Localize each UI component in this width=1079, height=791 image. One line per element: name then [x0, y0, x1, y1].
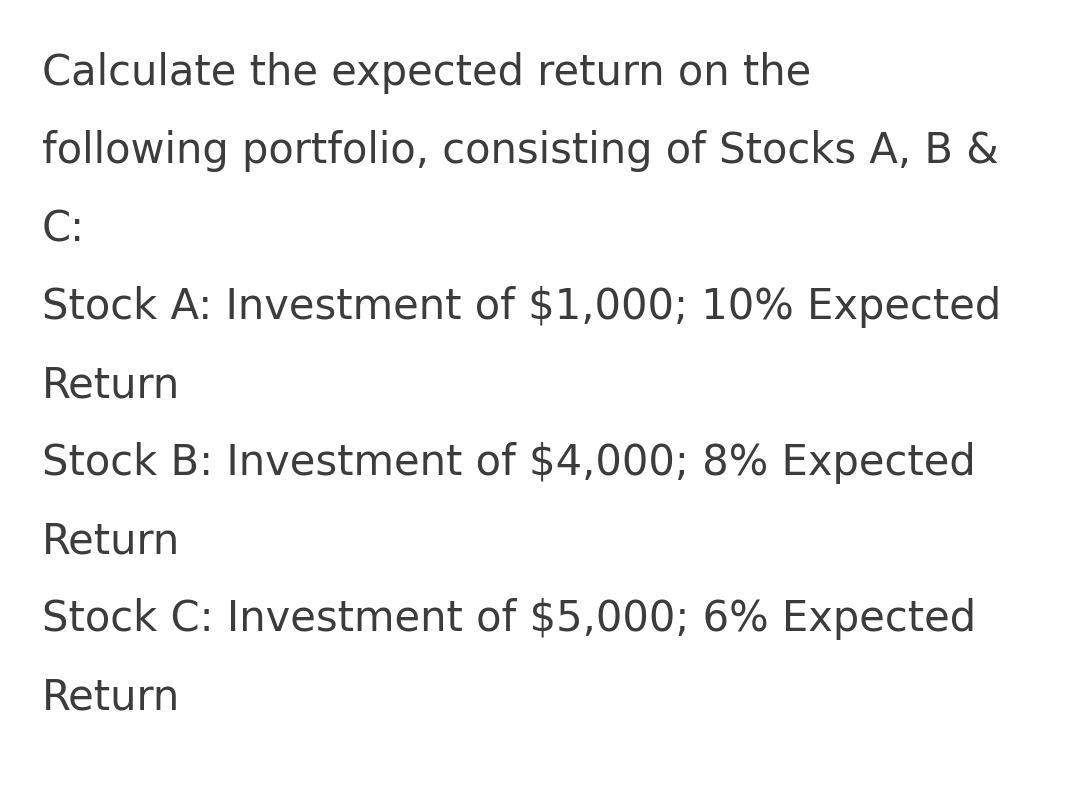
- Text: following portfolio, consisting of Stocks A, B &: following portfolio, consisting of Stock…: [42, 130, 999, 172]
- Text: C:: C:: [42, 208, 85, 250]
- Text: Stock A: Investment of $1,000; 10% Expected: Stock A: Investment of $1,000; 10% Expec…: [42, 286, 1001, 328]
- Text: Return: Return: [42, 520, 180, 562]
- Text: Calculate the expected return on the: Calculate the expected return on the: [42, 52, 811, 94]
- Text: Stock B: Investment of $4,000; 8% Expected: Stock B: Investment of $4,000; 8% Expect…: [42, 442, 975, 484]
- Text: Stock C: Investment of $5,000; 6% Expected: Stock C: Investment of $5,000; 6% Expect…: [42, 598, 976, 640]
- Text: Return: Return: [42, 676, 180, 718]
- Text: Return: Return: [42, 364, 180, 406]
